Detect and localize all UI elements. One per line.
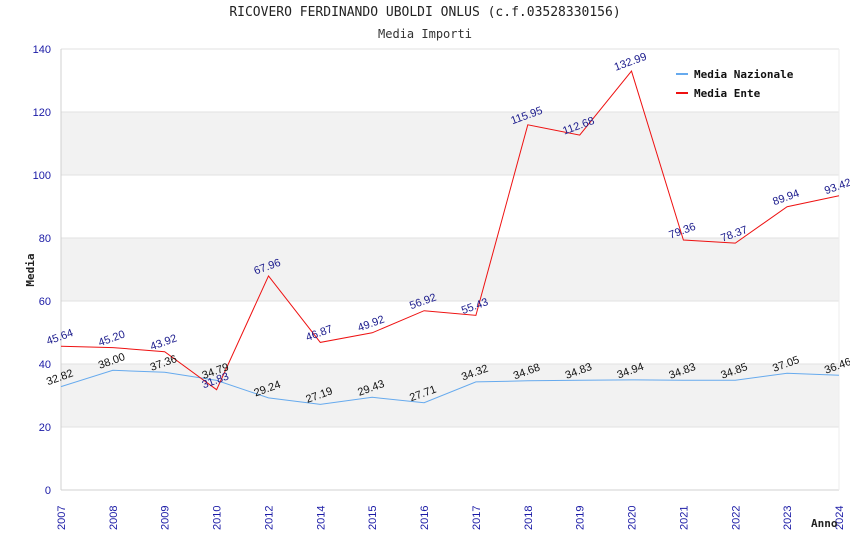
- x-tick-labels: 2007 2008 2009 2010 2012 2014 2015 2016 2017 2018…: [56, 506, 846, 530]
- grid-band: [61, 238, 839, 301]
- data-label-ente: 93.42: [823, 177, 850, 198]
- series-lines: [60, 70, 840, 405]
- y-tick-label: 120: [33, 107, 51, 119]
- y-tick-label: 100: [33, 170, 51, 182]
- y-tick-label: 60: [39, 296, 51, 308]
- series-line-media-nazionale: [60, 369, 840, 405]
- grid-bands: [61, 112, 839, 427]
- legend-label: Media Nazionale: [694, 68, 794, 81]
- x-tick-label: 2015: [367, 506, 379, 530]
- y-axis-label: Media: [24, 253, 37, 286]
- x-tick-label: 2012: [263, 506, 275, 530]
- grid-band: [61, 112, 839, 175]
- x-tick-label: 2018: [523, 506, 535, 530]
- y-tick-label: 80: [39, 233, 51, 245]
- x-tick-label: 2017: [471, 506, 483, 530]
- x-tick-label: 2021: [678, 506, 690, 530]
- data-label-ente: 132.99: [613, 51, 649, 74]
- data-label-ente: 49.92: [356, 314, 386, 335]
- chart-subtitle: Media Importi: [378, 27, 472, 41]
- x-tick-label: 2016: [419, 506, 431, 530]
- grid-band: [61, 364, 839, 427]
- y-tick-labels: 0 20 40 60 80 100 120 140: [33, 44, 51, 497]
- x-tick-label: 2009: [160, 506, 172, 530]
- legend-label: Media Ente: [694, 87, 761, 100]
- y-tick-label: 0: [45, 485, 51, 497]
- y-tick-label: 20: [39, 422, 51, 434]
- x-tick-label: 2007: [56, 506, 68, 530]
- x-tick-label: 2008: [108, 506, 120, 530]
- y-tick-label: 140: [33, 44, 51, 56]
- x-tick-label: 2010: [212, 506, 224, 530]
- series-line-media-ente: [60, 70, 840, 391]
- data-label-ente: 45.20: [97, 328, 127, 349]
- y-tick-label: 40: [39, 359, 51, 371]
- x-axis-label: Anno: [811, 517, 838, 530]
- axes: [60, 49, 840, 491]
- x-tick-label: 2020: [627, 506, 639, 530]
- x-tick-label: 2014: [315, 506, 327, 530]
- legend: Media Nazionale Media Ente: [676, 68, 794, 100]
- chart-title: RICOVERO FERDINANDO UBOLDI ONLUS (c.f.03…: [229, 5, 621, 20]
- data-label-ente: 43.92: [149, 332, 179, 353]
- x-tick-label: 2022: [730, 506, 742, 530]
- x-tick-label: 2023: [782, 506, 794, 530]
- x-tick-label: 2024: [834, 506, 846, 530]
- data-label-ente: 45.64: [45, 327, 75, 348]
- x-tick-label: 2019: [575, 506, 587, 530]
